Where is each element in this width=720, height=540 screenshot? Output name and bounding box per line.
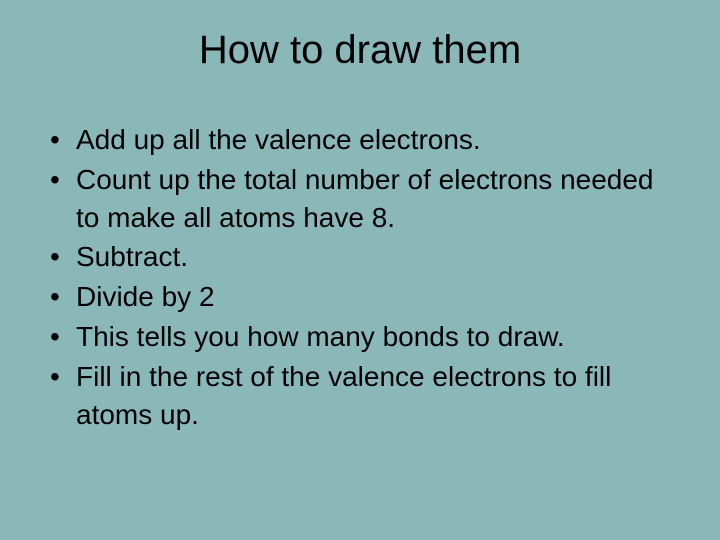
bullet-text: Subtract.: [76, 238, 672, 276]
bullet-text: This tells you how many bonds to draw.: [76, 318, 672, 356]
bullet-list: • Add up all the valence electrons. • Co…: [48, 121, 672, 433]
list-item: • Count up the total number of electrons…: [48, 161, 672, 237]
list-item: • Fill in the rest of the valence electr…: [48, 358, 672, 434]
bullet-text: Add up all the valence electrons.: [76, 121, 672, 159]
list-item: • Subtract.: [48, 238, 672, 276]
bullet-icon: •: [48, 238, 76, 276]
bullet-icon: •: [48, 161, 76, 199]
list-item: • This tells you how many bonds to draw.: [48, 318, 672, 356]
bullet-icon: •: [48, 121, 76, 159]
slide-container: How to draw them • Add up all the valenc…: [0, 0, 720, 540]
bullet-icon: •: [48, 278, 76, 316]
list-item: • Divide by 2: [48, 278, 672, 316]
bullet-text: Count up the total number of electrons n…: [76, 161, 672, 237]
bullet-icon: •: [48, 358, 76, 396]
list-item: • Add up all the valence electrons.: [48, 121, 672, 159]
bullet-text: Fill in the rest of the valence electron…: [76, 358, 672, 434]
bullet-text: Divide by 2: [76, 278, 672, 316]
slide-title: How to draw them: [108, 28, 612, 73]
bullet-icon: •: [48, 318, 76, 356]
